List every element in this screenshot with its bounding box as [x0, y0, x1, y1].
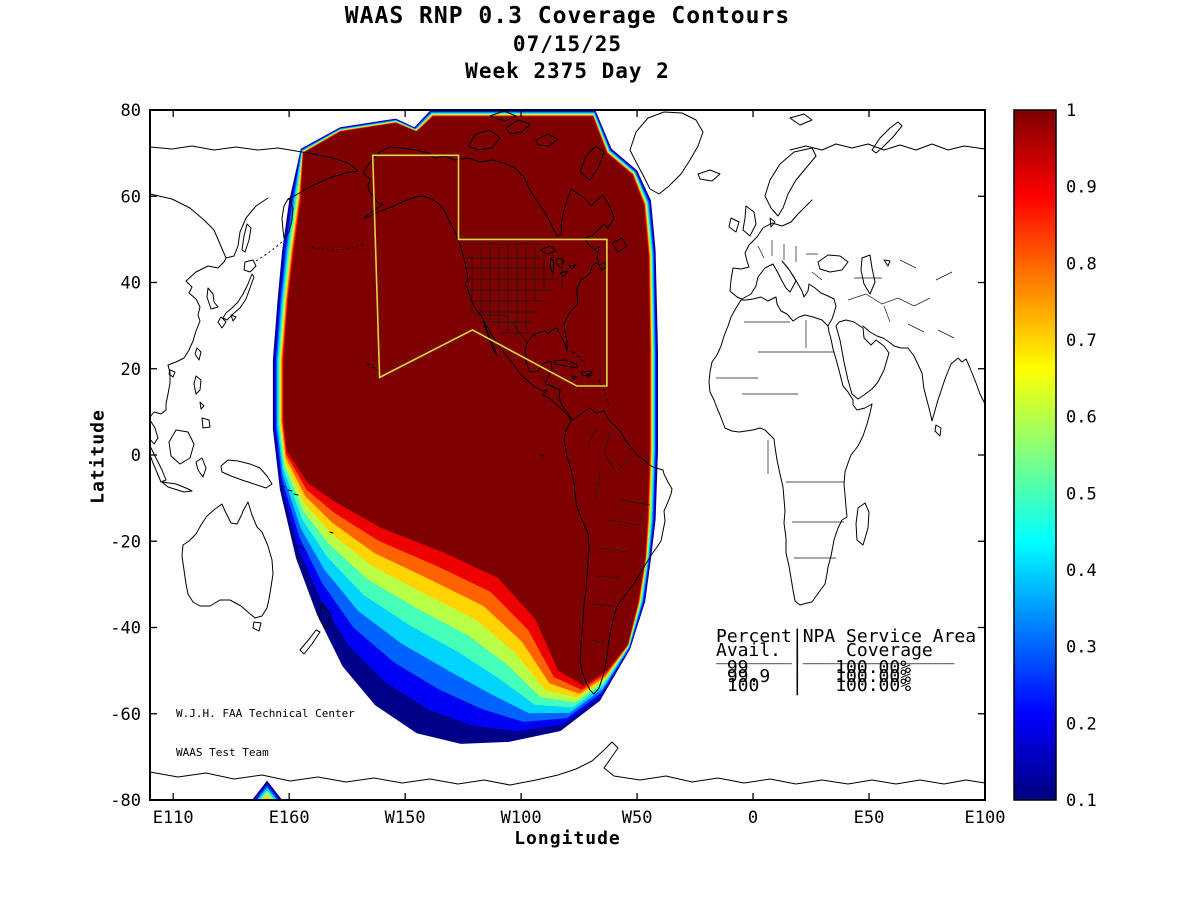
coastline-sakhalin: [241, 223, 252, 253]
coastline-japan: [217, 259, 257, 329]
coastline-korea: [206, 287, 219, 310]
colorbar-labels: 1 0.9 0.8 0.7 0.6 0.5 0.4 0.3 0.2 0.1: [1066, 101, 1097, 811]
coastline-arctic-russia: [789, 113, 986, 154]
y-tick-label-20: 20: [121, 360, 141, 380]
y-tick-label-60: 60: [121, 187, 141, 207]
coastlines: [149, 110, 986, 786]
us-state-borders: [463, 243, 563, 344]
contour-band-antarctic-spot-0.7: [262, 794, 272, 800]
europe-borders: [757, 240, 823, 281]
credit-line-1: W.J.H. FAA Technical Center: [176, 707, 355, 720]
colorbar-tick-label-0.9: 0.9: [1066, 178, 1097, 198]
coastline-iran-india: [862, 325, 986, 422]
coverage-table-row: 100 | 100.00%: [716, 675, 912, 696]
coastline-solomons: [280, 485, 299, 496]
coastline-scandinavia: [764, 147, 817, 228]
coastline-borneo: [168, 429, 195, 465]
caspian-sea: [860, 254, 891, 295]
y-tick-label-80: 80: [121, 101, 141, 121]
y-tick-label-40: 40: [121, 274, 141, 294]
south-america-borders: [587, 429, 651, 643]
coastline-java: [161, 481, 193, 493]
y-axis-label: Latitude: [87, 409, 109, 504]
colorbar-tick-label-0.8: 0.8: [1066, 254, 1097, 274]
coverage-table-row: 99.9 | 100.00%: [716, 666, 912, 687]
coastline-okhotsk: [149, 193, 269, 259]
coastline-new-guinea: [220, 459, 273, 489]
coastline-taiwan: [194, 347, 202, 361]
x-tick-label-E160: E160: [269, 808, 310, 828]
coastline-europe: [729, 199, 837, 327]
npa-service-area: [371, 154, 608, 387]
x-tick-label-W150: W150: [385, 808, 426, 828]
colorbar-tick-label-0.3: 0.3: [1066, 638, 1097, 658]
colorbar: [1013, 109, 1057, 801]
coastline-antarctica: [149, 741, 986, 786]
coastline-antilles-arc: [598, 379, 610, 408]
x-tick-label-W100: W100: [501, 808, 542, 828]
npa-service-area-outline: [371, 154, 608, 387]
coastline-arctic-islands: [467, 110, 605, 181]
x-tick-label-E50: E50: [854, 808, 885, 828]
coastline-sri-lanka: [934, 424, 942, 437]
coastline-uk-ireland: [728, 205, 757, 237]
coverage-table-header-2: Avail. | Coverage: [716, 640, 933, 661]
plot-subtitle-date: 07/15/25: [512, 32, 623, 56]
coastline-sulawesi: [195, 457, 207, 478]
coastline-newfoundland: [611, 237, 628, 253]
coastline-caribbean: [553, 351, 593, 380]
central-america-borders: [537, 373, 563, 401]
plot-title: WAAS RNP 0.3 Coverage Contours: [344, 3, 791, 29]
coastline-philippines: [193, 375, 211, 429]
asia-borders: [847, 259, 955, 339]
y-tick-label--40: -40: [110, 619, 141, 639]
y-tick-label--20: -20: [110, 532, 141, 552]
coastline-kuril-islands: [253, 241, 283, 263]
credit-annotation: W.J.H. FAA Technical Center WAAS Test Te…: [176, 681, 355, 785]
black-sea: [817, 254, 849, 273]
political-borders: [463, 240, 955, 643]
y-tick-label--60: -60: [110, 705, 141, 725]
coastline-australia: [181, 501, 274, 619]
plot-subtitle-week: Week 2375 Day 2: [465, 59, 670, 83]
coastline-hainan: [168, 369, 176, 378]
x-tick-label-E100: E100: [965, 808, 1006, 828]
coastline-madagascar: [855, 502, 870, 546]
coastline-china: [149, 257, 227, 418]
y-tick-label-0: 0: [131, 446, 141, 466]
x-tick-label-E110: E110: [153, 808, 194, 828]
coastline-malay: [149, 419, 159, 445]
x-axis-label: Longitude: [514, 828, 621, 849]
coastline-americas: [362, 146, 673, 695]
colorbar-tick-label-0.6: 0.6: [1066, 408, 1097, 428]
coastline-galapagos: [540, 454, 545, 457]
coastline-africa: [708, 296, 873, 606]
plot-border: [149, 109, 986, 801]
coastline-siberia-arctic: [149, 145, 359, 200]
coastline-arabia: [835, 319, 890, 400]
coastline-greenland: [629, 111, 704, 195]
colorbar-tick-label-0.4: 0.4: [1066, 561, 1097, 581]
coastline-sumatra: [149, 445, 167, 483]
colorbar-tick-label-0.2: 0.2: [1066, 714, 1097, 734]
colorbar-tick-label-0.1: 0.1: [1066, 791, 1097, 811]
coverage-table-row: 99 | 100.00%: [716, 657, 912, 678]
colorbar-tick-label-0.7: 0.7: [1066, 331, 1097, 351]
colorbar-tick-label-0.5: 0.5: [1066, 484, 1097, 504]
colorbar-tick-label-1: 1: [1066, 101, 1076, 121]
x-tick-label-W50: W50: [622, 808, 653, 828]
coastline-tasmania: [252, 621, 262, 632]
coastline-iceland: [697, 169, 721, 182]
coastline-new-caledonia: [297, 531, 334, 551]
x-tick-label-0: 0: [748, 808, 758, 828]
coverage-table-separator: _______|______________: [716, 644, 955, 665]
y-tick-label--80: -80: [110, 791, 141, 811]
coastline-new-zealand: [299, 603, 332, 655]
credit-line-2: WAAS Test Team: [176, 746, 269, 759]
africa-borders: [716, 320, 844, 559]
coastline-kamchatka: [281, 198, 294, 239]
coverage-table-header-1: Percent|NPA Service Area: [716, 626, 977, 647]
